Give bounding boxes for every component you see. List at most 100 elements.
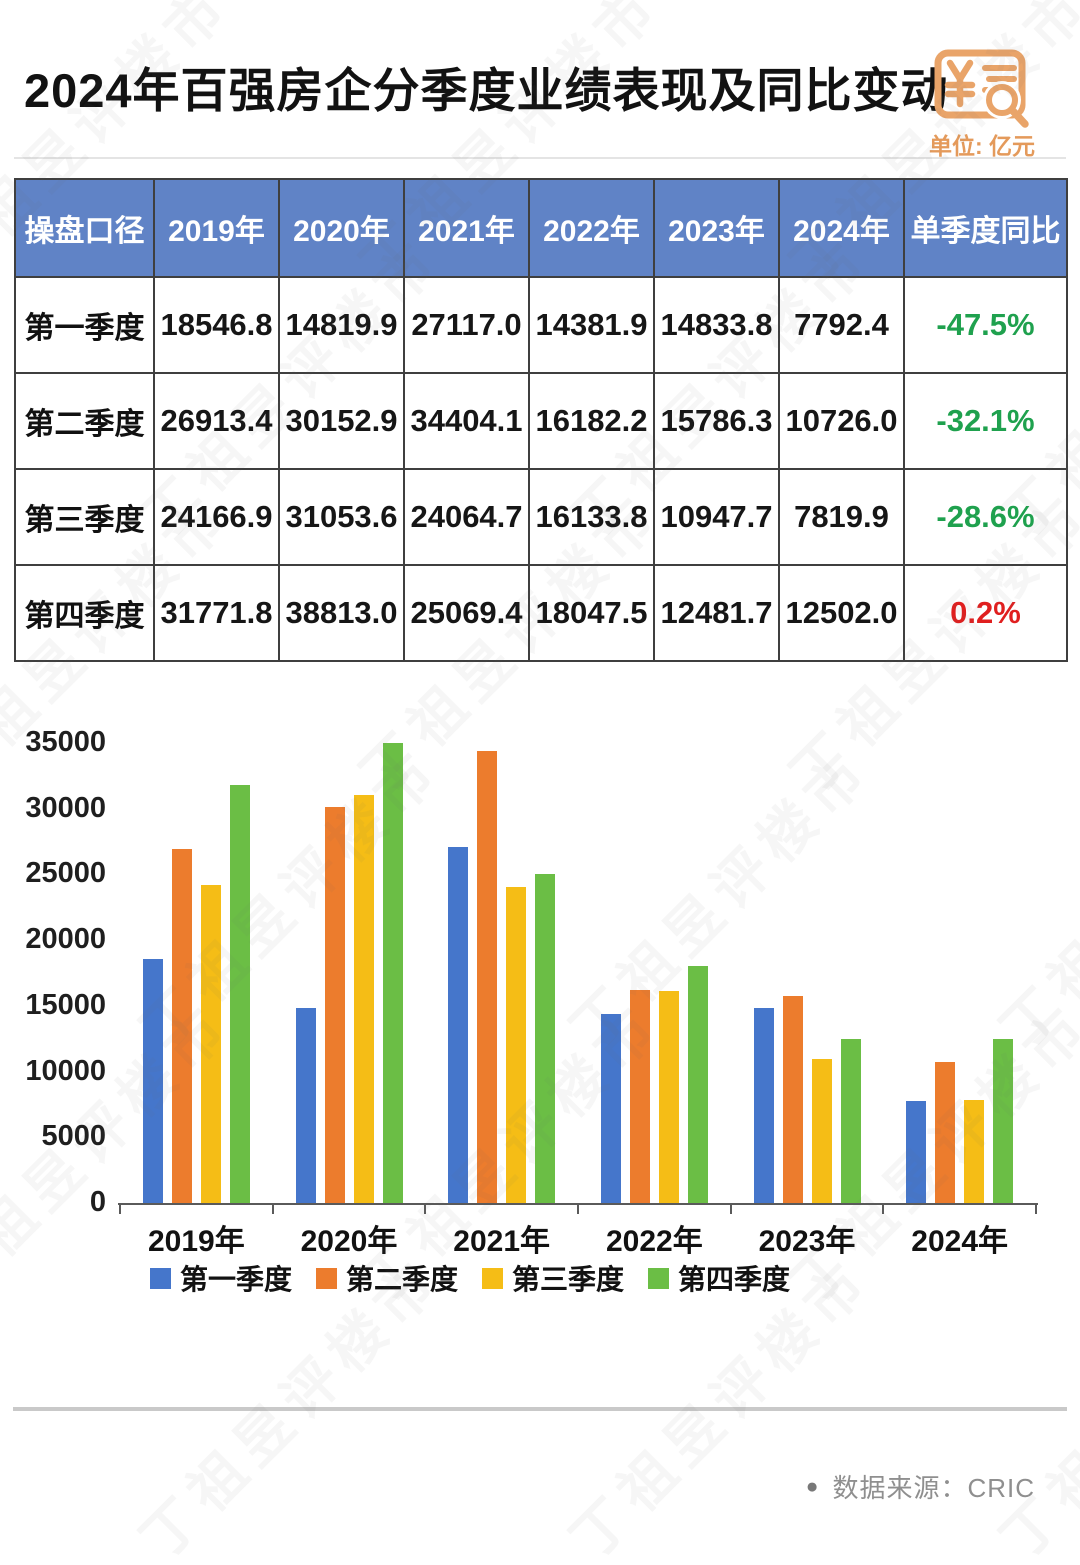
table-cell: 31771.8 — [153, 564, 280, 662]
bar-group — [883, 743, 1036, 1203]
table-row: 第四季度 31771.8 38813.0 25069.4 18047.5 12481.7 1… — [14, 564, 1068, 662]
legend-item: 第二季度 — [316, 1258, 458, 1298]
chart-legend: 第一季度 第二季度 第三季度 第四季度 — [150, 1258, 790, 1298]
bar-2022年-第一季度 — [600, 1014, 621, 1203]
table-cell: 14381.9 — [528, 276, 655, 374]
x-axis-tick — [882, 1203, 885, 1214]
y-axis-label: 20000 — [25, 922, 106, 955]
table-cell: 15786.3 — [653, 372, 780, 470]
table-column-header: 2024年 — [778, 178, 905, 278]
row-label: 第二季度 — [14, 372, 155, 470]
bar-2024年-第三季度 — [964, 1100, 985, 1203]
table-cell: 7819.9 — [778, 468, 905, 566]
receipt-yuan-magnifier-icon — [934, 49, 1029, 128]
table-column-header: 2021年 — [403, 178, 530, 278]
x-axis-tick — [577, 1203, 579, 1214]
bar-2024年-第一季度 — [906, 1100, 927, 1203]
legend-label: 第二季度 — [346, 1264, 459, 1295]
row-label: 第三季度 — [14, 468, 155, 566]
table-cell: 24166.9 — [153, 468, 280, 566]
legend-label: 第三季度 — [512, 1264, 625, 1295]
y-axis-label: 0 — [89, 1185, 106, 1218]
table-cell: 16182.2 — [528, 372, 655, 470]
y-axis-label: 25000 — [25, 857, 106, 890]
bar-2023年-第三季度 — [811, 1059, 832, 1203]
y-axis-label: 5000 — [41, 1120, 106, 1153]
y-axis-label: 35000 — [25, 725, 106, 758]
plot-area — [120, 743, 1036, 1203]
yoy-cell: -32.1% — [903, 372, 1068, 470]
unit-label: 单位: 亿元 — [928, 133, 1035, 159]
table-cell: 10726.0 — [778, 372, 905, 470]
table-cell: 31053.6 — [278, 468, 405, 566]
table-cell: 16133.8 — [528, 468, 655, 566]
bar-2020年-第四季度 — [382, 743, 403, 1203]
yoy-cell: 0.2% — [903, 564, 1068, 662]
x-axis-label: 2022年 — [605, 1225, 703, 1258]
x-axis-tick — [424, 1203, 427, 1214]
x-axis-label: 2020年 — [300, 1225, 398, 1258]
table-cell: 34404.1 — [403, 372, 530, 470]
table-column-header: 2019年 — [153, 178, 280, 278]
bar-group — [273, 743, 426, 1203]
table-cell: 18047.5 — [528, 564, 655, 662]
yoy-cell: -28.6% — [903, 468, 1068, 566]
table-row: 第一季度 18546.8 14819.9 27117.0 14381.9 14833.8 7… — [14, 276, 1068, 374]
y-axis-label: 30000 — [25, 791, 106, 824]
title-divider — [14, 157, 1066, 159]
source-text: 数据来源：CRIC — [832, 1473, 1035, 1503]
y-axis-label: 15000 — [25, 988, 106, 1021]
bar-2022年-第三季度 — [658, 991, 679, 1203]
bar-2020年-第二季度 — [324, 806, 345, 1203]
table-cell: 38813.0 — [278, 564, 405, 662]
table-column-header: 2023年 — [653, 178, 780, 278]
yoy-cell: -47.5% — [903, 276, 1068, 374]
table-cell: 7792.4 — [778, 276, 905, 374]
legend-swatch-icon — [648, 1267, 670, 1289]
table-row: 第三季度 24166.9 31053.6 24064.7 16133.8 10947.7 7… — [14, 468, 1068, 566]
x-axis-label: 2023年 — [758, 1225, 856, 1258]
bar-2024年-第四季度 — [993, 1038, 1014, 1203]
bar-2019年-第二季度 — [171, 849, 192, 1203]
bar-2023年-第一季度 — [753, 1008, 774, 1203]
watermark-text: 丁祖昱评楼市 — [988, 1246, 1080, 1565]
table-cell: 12502.0 — [778, 564, 905, 662]
x-axis-label: 2024年 — [911, 1225, 1009, 1258]
table-header-row: 操盘口径 2019年 2020年 2021年 2022年 2023年 2024年 单季度同比 — [14, 178, 1068, 278]
table-column-header: 2020年 — [278, 178, 405, 278]
x-axis-tick — [729, 1203, 732, 1214]
table-cell: 27117.0 — [403, 276, 530, 374]
table-cell: 14819.9 — [278, 276, 405, 374]
bar-2023年-第四季度 — [840, 1039, 861, 1203]
table-cell: 30152.9 — [278, 372, 405, 470]
table-column-header: 2022年 — [528, 178, 655, 278]
legend-swatch-icon — [150, 1267, 171, 1289]
x-axis-label: 2021年 — [453, 1225, 551, 1258]
bar-group — [731, 743, 884, 1203]
table-body: 第一季度 18546.8 14819.9 27117.0 14381.9 14833.8 7… — [14, 276, 1068, 662]
legend-item: 第一季度 — [150, 1258, 292, 1298]
table-cell: 10947.7 — [653, 468, 780, 566]
table-cell: 24064.7 — [403, 468, 530, 566]
bar-group — [425, 743, 578, 1203]
bar-group — [578, 743, 731, 1203]
source-bullet-icon: ● — [805, 1474, 819, 1498]
x-axis-tick — [1035, 1203, 1037, 1214]
bar-2019年-第一季度 — [142, 959, 163, 1203]
legend-label: 第一季度 — [180, 1264, 293, 1295]
bar-2022年-第二季度 — [629, 990, 650, 1203]
row-label: 第一季度 — [14, 276, 155, 374]
bar-2021年-第一季度 — [448, 846, 469, 1203]
table-column-header: 单季度同比 — [903, 178, 1068, 278]
x-axis-label: 2019年 — [147, 1225, 245, 1258]
legend-item: 第三季度 — [482, 1258, 624, 1298]
row-label: 第四季度 — [14, 564, 155, 662]
bar-group — [120, 743, 273, 1203]
table-row: 第二季度 26913.4 30152.9 34404.1 16182.2 15786.3 1… — [14, 372, 1068, 470]
table-cell: 12481.7 — [653, 564, 780, 662]
bar-2019年-第三季度 — [200, 885, 221, 1203]
bar-2023年-第二季度 — [782, 995, 803, 1203]
legend-item: 第四季度 — [648, 1258, 790, 1298]
bar-2019年-第四季度 — [229, 785, 250, 1203]
